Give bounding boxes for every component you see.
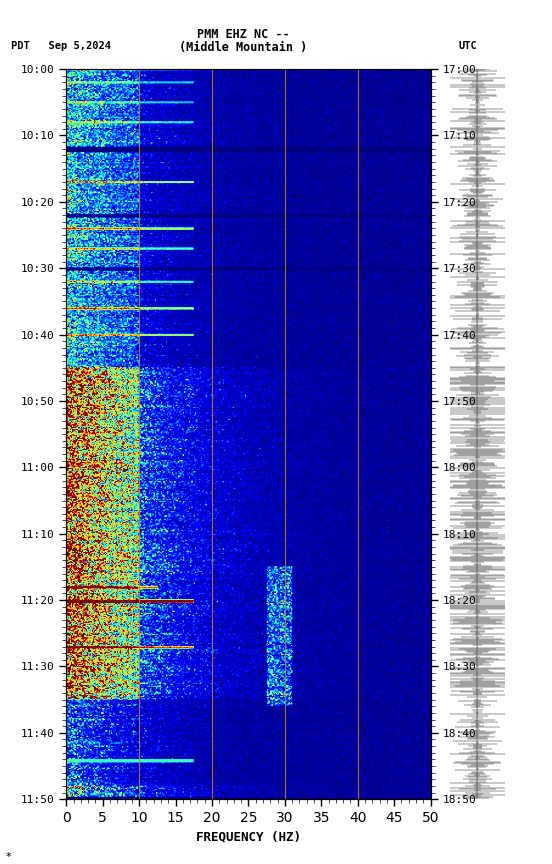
Text: UTC: UTC (458, 41, 477, 51)
Text: PDT   Sep 5,2024: PDT Sep 5,2024 (11, 41, 111, 51)
Text: *: * (6, 852, 11, 861)
Text: PMM EHZ NC --: PMM EHZ NC -- (197, 28, 289, 41)
X-axis label: FREQUENCY (HZ): FREQUENCY (HZ) (196, 830, 301, 843)
Text: (Middle Mountain ): (Middle Mountain ) (179, 41, 307, 54)
